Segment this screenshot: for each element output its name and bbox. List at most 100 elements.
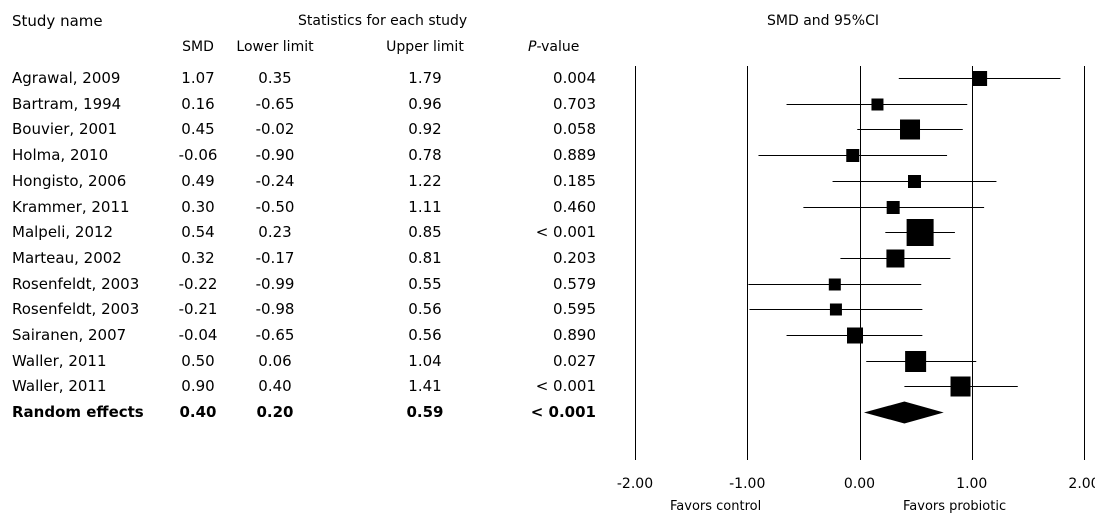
smd-cell: -0.06	[178, 146, 218, 164]
smd-cell: 1.07	[181, 69, 215, 87]
x-tick-label: -1.00	[729, 476, 765, 492]
upper-limit-cell: 1.79	[408, 69, 442, 87]
effect-square	[908, 175, 922, 188]
upper-limit-cell: 0.56	[408, 300, 442, 318]
p-value-cell: 0.579	[553, 275, 596, 293]
study-name-cell: Holma, 2010	[12, 146, 109, 164]
study-name-cell: Hongisto, 2006	[12, 172, 127, 190]
study-name-cell: Bartram, 1994	[12, 95, 122, 113]
effect-square	[972, 71, 988, 86]
upper-limit-cell: 1.22	[408, 172, 442, 190]
effect-square	[886, 249, 905, 268]
study-name-header: Study name	[12, 12, 103, 30]
upper-limit-cell: 0.55	[408, 275, 442, 293]
study-name-cell: Waller, 2011	[12, 352, 107, 370]
lower-limit-cell: -0.65	[255, 326, 295, 344]
study-name-cell: Rosenfeldt, 2003	[12, 300, 140, 318]
upper-limit-cell: 0.81	[408, 249, 442, 267]
smd-cell: -0.22	[178, 275, 218, 293]
effect-square	[905, 351, 927, 372]
p-value-cell: 0.004	[553, 69, 596, 87]
effect-square	[871, 98, 884, 111]
lower-limit-cell: 0.06	[258, 352, 292, 370]
p-value-cell: 0.889	[553, 146, 596, 164]
effect-square	[846, 149, 860, 162]
smd-cell: -0.21	[178, 300, 218, 318]
smd-cell: 0.30	[181, 198, 215, 216]
col-header-pvalue: P-value	[528, 38, 579, 56]
lower-limit-cell: -0.99	[255, 275, 295, 293]
lower-limit-cell: 0.40	[258, 377, 292, 395]
effect-square	[950, 376, 971, 397]
p-value-cell: 0.703	[553, 95, 596, 113]
lower-limit-cell: -0.24	[255, 172, 295, 190]
study-name-cell: Bouvier, 2001	[12, 120, 118, 138]
smd-ci-header: SMD and 95%CI	[767, 13, 880, 29]
effect-square	[828, 278, 841, 291]
col-header-p-italic: P	[528, 39, 537, 55]
x-tick-label: 0.00	[844, 476, 875, 492]
p-value-cell: 0.058	[553, 120, 596, 138]
study-name-cell: Sairanen, 2007	[12, 326, 127, 344]
smd-cell: 0.49	[181, 172, 215, 190]
p-value-cell: < 0.001	[535, 377, 596, 395]
p-value-cell: 0.185	[553, 172, 596, 190]
lower-limit-cell: -0.90	[255, 146, 295, 164]
smd-cell: 0.50	[181, 352, 215, 370]
p-value-cell: 0.595	[553, 300, 596, 318]
upper-limit-cell: 0.56	[408, 326, 442, 344]
study-name-cell: Rosenfeldt, 2003	[12, 275, 140, 293]
statistics-header: Statistics for each study	[298, 13, 468, 29]
col-header-upper: Upper limit	[386, 39, 464, 55]
study-name-cell: Waller, 2011	[12, 377, 107, 395]
x-tick-label: -2.00	[617, 476, 653, 492]
summary-diamond	[863, 401, 944, 424]
study-name-cell: Random effects	[12, 403, 144, 421]
p-value-cell: 0.203	[553, 249, 596, 267]
effect-square	[847, 327, 864, 344]
smd-cell: 0.45	[181, 120, 215, 138]
upper-limit-cell: 0.85	[408, 223, 442, 241]
smd-cell: 0.16	[181, 95, 215, 113]
effect-square	[886, 201, 900, 214]
upper-limit-cell: 1.41	[408, 377, 442, 395]
lower-limit-cell: -0.02	[255, 120, 295, 138]
smd-cell: 0.54	[181, 223, 215, 241]
smd-cell: -0.04	[178, 326, 218, 344]
study-name-cell: Marteau, 2002	[12, 249, 122, 267]
study-name-cell: Krammer, 2011	[12, 198, 130, 216]
smd-cell: 0.90	[181, 377, 215, 395]
effect-square	[906, 219, 934, 246]
lower-limit-cell: 0.23	[258, 223, 292, 241]
smd-cell: 0.40	[179, 403, 217, 421]
upper-limit-cell: 0.96	[408, 95, 442, 113]
study-name-cell: Malpeli, 2012	[12, 223, 114, 241]
lower-limit-cell: 0.35	[258, 69, 292, 87]
x-tick-label: 1.00	[956, 476, 987, 492]
upper-limit-cell: 0.78	[408, 146, 442, 164]
col-header-smd: SMD	[182, 39, 214, 55]
smd-cell: 0.32	[181, 249, 215, 267]
lower-limit-cell: -0.50	[255, 198, 295, 216]
p-value-cell: 0.460	[553, 198, 596, 216]
favors-probiotic-label: Favors probiotic	[903, 499, 1007, 514]
p-value-cell: < 0.001	[530, 403, 596, 421]
upper-limit-cell: 0.59	[406, 403, 444, 421]
effect-square	[829, 303, 842, 316]
p-value-cell: < 0.001	[535, 223, 596, 241]
upper-limit-cell: 1.11	[408, 198, 442, 216]
lower-limit-cell: -0.17	[255, 249, 295, 267]
effect-square	[900, 119, 921, 140]
x-tick-label: 2.00	[1068, 476, 1095, 492]
col-header-lower: Lower limit	[236, 39, 314, 55]
lower-limit-cell: -0.98	[255, 300, 295, 318]
p-value-cell: 0.027	[553, 352, 596, 370]
lower-limit-cell: -0.65	[255, 95, 295, 113]
favors-control-label: Favors control	[670, 499, 762, 514]
col-header-p-rest: -value	[536, 39, 580, 55]
lower-limit-cell: 0.20	[256, 403, 294, 421]
upper-limit-cell: 0.92	[408, 120, 442, 138]
p-value-cell: 0.890	[553, 326, 596, 344]
upper-limit-cell: 1.04	[408, 352, 442, 370]
